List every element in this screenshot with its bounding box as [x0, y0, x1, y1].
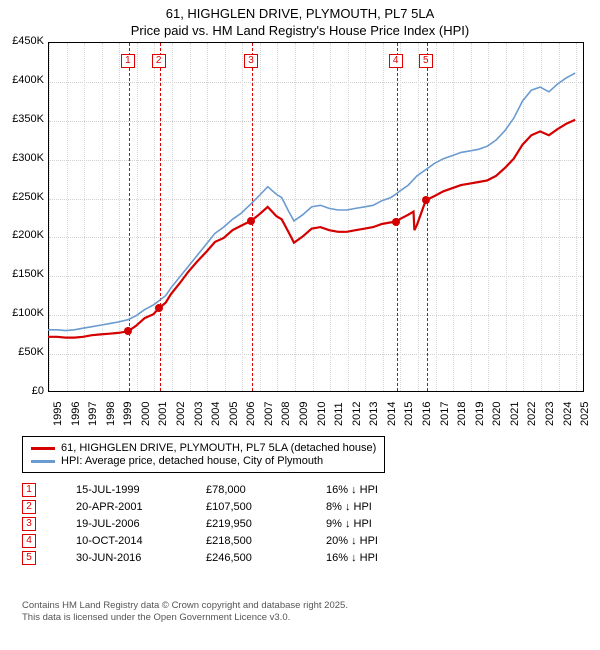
x-axis-label: 1999	[122, 386, 134, 426]
legend-item: HPI: Average price, detached house, City…	[31, 455, 376, 467]
sale-date: 10-OCT-2014	[76, 535, 206, 547]
x-axis-label: 2023	[544, 386, 556, 426]
sale-marker	[155, 304, 163, 312]
table-row: 2 20-APR-2001£107,5008% ↓ HPI	[22, 500, 582, 514]
legend-label: 61, HIGHGLEN DRIVE, PLYMOUTH, PL7 5LA (d…	[61, 442, 376, 454]
y-axis-label: £200K	[4, 229, 44, 241]
legend: 61, HIGHGLEN DRIVE, PLYMOUTH, PL7 5LA (d…	[22, 436, 385, 473]
y-axis-label: £350K	[4, 113, 44, 125]
line-series-svg	[48, 42, 584, 392]
y-axis-label: £450K	[4, 35, 44, 47]
x-axis-label: 2007	[263, 386, 275, 426]
y-axis-label: £300K	[4, 152, 44, 164]
sale-date: 20-APR-2001	[76, 501, 206, 513]
y-axis-label: £400K	[4, 74, 44, 86]
x-axis-label: 2008	[280, 386, 292, 426]
x-axis-label: 1996	[70, 386, 82, 426]
sale-hpi-diff: 20% ↓ HPI	[326, 535, 426, 547]
x-axis-label: 2020	[491, 386, 503, 426]
x-axis-label: 2001	[157, 386, 169, 426]
sale-date: 30-JUN-2016	[76, 552, 206, 564]
y-axis-label: £0	[4, 385, 44, 397]
x-axis-label: 2014	[386, 386, 398, 426]
legend-label: HPI: Average price, detached house, City…	[61, 455, 323, 467]
sales-table: 115-JUL-1999£78,00016% ↓ HPI220-APR-2001…	[22, 480, 582, 568]
event-marker-box: 1	[121, 54, 135, 68]
x-axis-label: 2021	[509, 386, 521, 426]
event-marker-box: 3	[244, 54, 258, 68]
sale-price: £78,000	[206, 484, 326, 496]
x-axis-label: 2012	[351, 386, 363, 426]
x-axis-label: 2005	[228, 386, 240, 426]
sale-number: 3	[22, 517, 36, 531]
y-axis-label: £50K	[4, 346, 44, 358]
table-row: 1 15-JUL-1999£78,00016% ↓ HPI	[22, 483, 582, 497]
sale-price: £219,950	[206, 518, 326, 530]
sale-date: 15-JUL-1999	[76, 484, 206, 496]
table-row: 3 19-JUL-2006£219,9509% ↓ HPI	[22, 517, 582, 531]
x-axis-label: 2015	[403, 386, 415, 426]
sale-number: 1	[22, 483, 36, 497]
x-axis-label: 2006	[245, 386, 257, 426]
x-axis-label: 2016	[421, 386, 433, 426]
y-axis-label: £150K	[4, 268, 44, 280]
sale-marker	[124, 327, 132, 335]
x-axis-label: 2011	[333, 386, 345, 426]
sale-hpi-diff: 9% ↓ HPI	[326, 518, 426, 530]
event-marker-box: 5	[419, 54, 433, 68]
sale-date: 19-JUL-2006	[76, 518, 206, 530]
sale-number: 4	[22, 534, 36, 548]
y-axis-label: £100K	[4, 307, 44, 319]
sale-marker	[392, 218, 400, 226]
title-line1: 61, HIGHGLEN DRIVE, PLYMOUTH, PL7 5LA	[0, 6, 600, 23]
x-axis-label: 2024	[562, 386, 574, 426]
x-axis-label: 2019	[474, 386, 486, 426]
title-line2: Price paid vs. HM Land Registry's House …	[0, 23, 600, 40]
sale-price: £246,500	[206, 552, 326, 564]
sale-hpi-diff: 16% ↓ HPI	[326, 484, 426, 496]
legend-swatch	[31, 447, 55, 450]
chart-container: { "title": { "line1": "61, HIGHGLEN DRIV…	[0, 0, 600, 650]
x-axis-label: 2013	[368, 386, 380, 426]
x-axis-label: 1997	[87, 386, 99, 426]
chart-title: 61, HIGHGLEN DRIVE, PLYMOUTH, PL7 5LA Pr…	[0, 0, 600, 40]
legend-swatch	[31, 460, 55, 463]
sale-price: £107,500	[206, 501, 326, 513]
x-axis-label: 2022	[526, 386, 538, 426]
sale-marker	[247, 217, 255, 225]
series-property	[48, 120, 575, 338]
series-hpi	[48, 73, 575, 331]
sale-price: £218,500	[206, 535, 326, 547]
x-axis-label: 2025	[579, 386, 591, 426]
legend-item: 61, HIGHGLEN DRIVE, PLYMOUTH, PL7 5LA (d…	[31, 442, 376, 454]
sale-number: 2	[22, 500, 36, 514]
x-axis-label: 1998	[105, 386, 117, 426]
x-axis-label: 2000	[140, 386, 152, 426]
sale-marker	[422, 196, 430, 204]
sale-hpi-diff: 8% ↓ HPI	[326, 501, 426, 513]
sale-hpi-diff: 16% ↓ HPI	[326, 552, 426, 564]
y-axis-label: £250K	[4, 191, 44, 203]
event-marker-box: 4	[389, 54, 403, 68]
footer-line2: This data is licensed under the Open Gov…	[22, 612, 348, 624]
x-axis-label: 2003	[193, 386, 205, 426]
x-axis-label: 1995	[52, 386, 64, 426]
sale-number: 5	[22, 551, 36, 565]
table-row: 4 10-OCT-2014£218,50020% ↓ HPI	[22, 534, 582, 548]
x-axis-label: 2018	[456, 386, 468, 426]
table-row: 5 30-JUN-2016£246,50016% ↓ HPI	[22, 551, 582, 565]
footer-line1: Contains HM Land Registry data © Crown c…	[22, 600, 348, 612]
x-axis-label: 2010	[316, 386, 328, 426]
x-axis-label: 2002	[175, 386, 187, 426]
x-axis-label: 2009	[298, 386, 310, 426]
footer-attribution: Contains HM Land Registry data © Crown c…	[22, 600, 348, 624]
x-axis-label: 2017	[439, 386, 451, 426]
event-marker-box: 2	[152, 54, 166, 68]
x-axis-label: 2004	[210, 386, 222, 426]
